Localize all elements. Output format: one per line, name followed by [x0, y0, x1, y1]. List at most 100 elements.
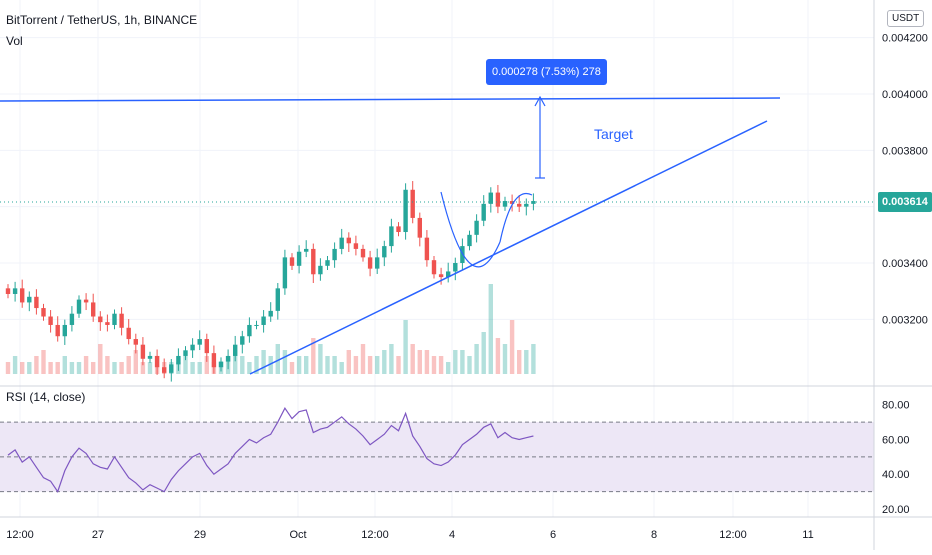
volume-bar	[268, 356, 273, 374]
volume-bar	[353, 356, 359, 374]
measure-label[interactable]: 0.000278 (7.53%) 278	[486, 59, 607, 85]
volume-bar	[41, 350, 46, 374]
volume-bar	[190, 362, 195, 374]
volume-bar	[325, 356, 330, 374]
candle-body	[318, 265, 323, 275]
volume-bar	[396, 356, 401, 374]
volume-bar	[98, 344, 103, 374]
candle-body	[247, 324, 252, 337]
volume-bar	[233, 350, 238, 374]
volume-bar	[446, 362, 451, 374]
candle-body	[225, 355, 231, 362]
candle-body	[524, 203, 529, 207]
candle-body	[353, 243, 359, 249]
candle-body	[282, 257, 288, 289]
price-tick-label: 0.004000	[882, 89, 928, 101]
volume-bar	[34, 356, 39, 374]
time-tick-label: 27	[92, 529, 104, 541]
rsi-tick-label: 80.00	[882, 400, 910, 412]
cup-pattern-arc	[440, 191, 501, 268]
volume-bar	[460, 350, 465, 374]
horizontal-resistance-line	[0, 97, 781, 102]
candle-body	[304, 248, 309, 252]
candle-body	[339, 237, 344, 249]
volume-bar	[55, 362, 60, 374]
volume-bar	[389, 344, 394, 374]
candle-body	[467, 234, 472, 247]
candle-body	[382, 246, 387, 258]
candle-body	[162, 367, 167, 373]
volume-bar	[332, 356, 337, 374]
candle-body	[147, 355, 153, 359]
rsi-tick-label: 60.00	[882, 434, 910, 446]
volume-bar	[517, 350, 522, 374]
time-tick-label: 12:00	[6, 529, 34, 541]
volume-bar	[339, 362, 344, 374]
candle-body	[197, 339, 202, 345]
currency-badge[interactable]: USDT	[887, 10, 925, 27]
volume-bar	[140, 362, 146, 374]
handle-pattern-arc	[499, 193, 533, 243]
candle-body	[261, 316, 266, 325]
candle-body	[517, 203, 522, 207]
candle-body	[48, 316, 53, 325]
axis-labels: 0.004200 0.004000 0.003800 0.003400 0.003200…	[6, 33, 928, 541]
candle-body	[531, 201, 536, 204]
target-label[interactable]: Target	[594, 126, 633, 142]
candle-body	[502, 201, 508, 207]
candle-body	[360, 248, 366, 258]
candle-body	[311, 248, 316, 275]
candle-body	[240, 336, 245, 345]
volume-bar	[147, 362, 153, 374]
volume-bar	[502, 344, 508, 374]
volume-bar	[296, 356, 302, 374]
candle-body	[211, 353, 217, 368]
rsi-label[interactable]: RSI (14, close)	[6, 390, 86, 404]
candle-body	[431, 260, 437, 275]
volume-bar	[318, 344, 323, 374]
volume-bar	[438, 356, 444, 374]
volume-bar	[367, 356, 373, 374]
volume-bar	[12, 356, 18, 374]
candle-body	[488, 192, 493, 204]
volume-bar	[133, 350, 138, 374]
volume-bar	[105, 356, 110, 374]
price-series[interactable]	[5, 181, 536, 382]
volume-bar	[27, 362, 32, 374]
volume-bar	[375, 356, 380, 374]
time-tick-label: 12:00	[719, 529, 747, 541]
volume-label[interactable]: Vol	[6, 34, 23, 48]
volume-bar	[410, 344, 415, 374]
time-tick-label: 12:00	[361, 529, 389, 541]
candle-body	[69, 313, 75, 325]
volume-bar	[403, 320, 408, 374]
volume-bar	[453, 350, 458, 374]
volume-bar	[119, 362, 124, 374]
price-tick-label: 0.004200	[882, 33, 928, 45]
time-tick-label: Oct	[289, 529, 306, 541]
drawing-tools[interactable]	[0, 95, 874, 375]
candle-body	[254, 324, 259, 326]
candle-body	[34, 296, 39, 309]
candle-body	[140, 344, 146, 359]
volume-bar	[48, 362, 53, 374]
volume-bar	[495, 338, 501, 374]
measure-arrow-head	[534, 95, 546, 107]
candle-body	[183, 350, 188, 356]
volume-bar	[481, 332, 486, 374]
time-tick-label: 6	[550, 529, 556, 541]
volume-bar	[346, 350, 351, 374]
volume-bar	[289, 362, 295, 374]
candle-body	[233, 344, 238, 356]
volume-bar	[112, 362, 117, 374]
volume-bar	[83, 356, 89, 374]
volume-bar	[275, 344, 280, 374]
symbol-title[interactable]: BitTorrent / TetherUS, 1h, BINANCE	[6, 13, 198, 27]
volume-bar	[261, 350, 266, 374]
candle-body	[176, 355, 181, 365]
candle-body	[218, 361, 224, 368]
candle-body	[91, 302, 96, 317]
candle-body	[20, 288, 25, 303]
